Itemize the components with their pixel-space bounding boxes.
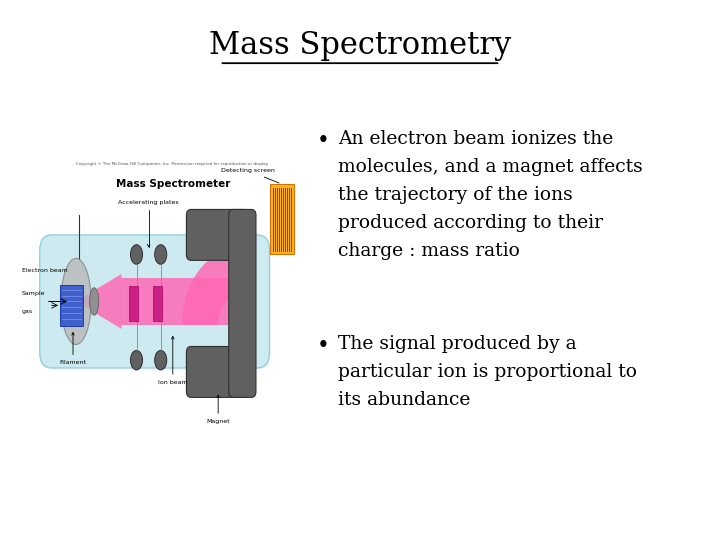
Text: Electron beam: Electron beam [22, 268, 68, 273]
Text: Mass Spectrometer: Mass Spectrometer [116, 179, 230, 189]
Polygon shape [76, 274, 122, 329]
Text: An electron beam ionizes the: An electron beam ionizes the [338, 130, 613, 147]
Text: •: • [317, 335, 330, 357]
FancyBboxPatch shape [186, 347, 250, 397]
Ellipse shape [61, 258, 91, 345]
Ellipse shape [130, 350, 143, 370]
FancyBboxPatch shape [60, 285, 83, 326]
FancyBboxPatch shape [153, 286, 162, 321]
Ellipse shape [155, 245, 167, 264]
Text: Filament: Filament [60, 333, 86, 365]
Text: Sample: Sample [22, 291, 45, 296]
Ellipse shape [89, 288, 99, 315]
Text: Mass Spectrometry: Mass Spectrometry [209, 30, 511, 62]
FancyBboxPatch shape [40, 235, 269, 368]
Text: its abundance: its abundance [338, 391, 471, 409]
FancyBboxPatch shape [186, 210, 250, 260]
Text: gas: gas [22, 309, 32, 314]
Text: Magnet: Magnet [207, 395, 230, 424]
Text: molecules, and a magnet affects: molecules, and a magnet affects [338, 158, 643, 176]
Text: •: • [317, 130, 330, 152]
Text: the trajectory of the ions: the trajectory of the ions [338, 186, 573, 204]
Text: produced according to their: produced according to their [338, 214, 603, 232]
FancyBboxPatch shape [269, 184, 294, 254]
FancyBboxPatch shape [122, 278, 243, 325]
Text: Detecting screen: Detecting screen [222, 168, 279, 183]
Text: The signal produced by a: The signal produced by a [338, 335, 577, 353]
Text: Accelerating plates: Accelerating plates [118, 200, 179, 247]
Ellipse shape [155, 350, 167, 370]
Polygon shape [182, 247, 243, 325]
FancyBboxPatch shape [229, 210, 256, 397]
Text: Ion beam: Ion beam [158, 336, 188, 384]
Text: charge : mass ratio: charge : mass ratio [338, 242, 521, 260]
Text: particular ion is proportional to: particular ion is proportional to [338, 363, 637, 381]
FancyBboxPatch shape [129, 286, 138, 321]
Text: Copyright © The McGraw-Hill Companies, Inc. Permission required for reproduction: Copyright © The McGraw-Hill Companies, I… [76, 163, 269, 166]
Ellipse shape [130, 245, 143, 264]
